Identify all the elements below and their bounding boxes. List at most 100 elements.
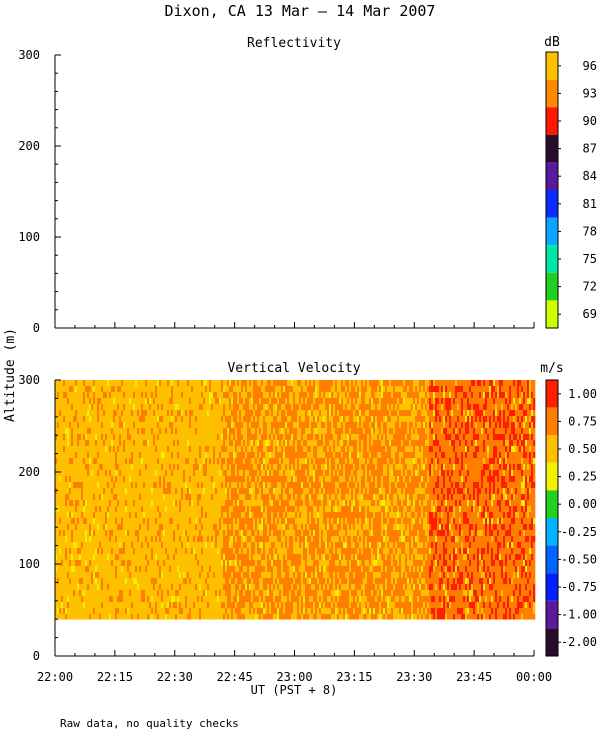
velocity-cell	[189, 590, 192, 597]
velocity-cell	[93, 518, 96, 525]
velocity-cell	[175, 566, 178, 573]
velocity-cell	[179, 482, 182, 489]
velocity-cell	[295, 464, 298, 471]
velocity-cell	[87, 554, 90, 561]
velocity-cell	[219, 398, 222, 405]
velocity-cell	[217, 602, 220, 609]
velocity-cell	[91, 464, 94, 471]
velocity-cell	[255, 524, 258, 531]
velocity-cell	[101, 524, 104, 531]
velocity-cell	[81, 500, 84, 507]
velocity-cell	[195, 464, 198, 471]
velocity-cell	[133, 416, 136, 423]
velocity-cell	[241, 428, 244, 435]
velocity-cell	[175, 506, 178, 513]
velocity-cell	[103, 590, 106, 597]
velocity-cell	[245, 554, 248, 561]
velocity-cell	[245, 500, 248, 507]
velocity-cell	[135, 572, 138, 579]
velocity-cell	[131, 572, 134, 579]
velocity-cell	[215, 512, 218, 519]
velocity-cell	[295, 608, 298, 615]
velocity-cell	[187, 410, 190, 417]
velocity-cell	[279, 440, 282, 447]
velocity-cell	[81, 578, 84, 585]
velocity-cell	[283, 530, 286, 537]
velocity-cell	[191, 560, 194, 567]
velocity-cell	[87, 518, 90, 525]
velocity-cell	[81, 470, 84, 477]
velocity-cell	[89, 452, 92, 459]
velocity-cell	[237, 452, 240, 459]
velocity-cell	[217, 422, 220, 429]
velocity-cell	[175, 518, 178, 525]
velocity-cell	[111, 602, 114, 609]
velocity-cell	[71, 542, 74, 549]
velocity-cell	[105, 536, 108, 543]
velocity-cell	[73, 560, 76, 567]
velocity-cell	[65, 476, 68, 483]
velocity-cell	[99, 410, 102, 417]
velocity-cell	[125, 422, 128, 429]
velocity-cell	[299, 506, 302, 513]
velocity-cell	[99, 434, 102, 441]
velocity-cell	[103, 608, 106, 615]
velocity-cell	[121, 584, 124, 591]
velocity-cell	[223, 416, 226, 423]
velocity-cell	[91, 452, 94, 459]
velocity-cell	[163, 542, 166, 549]
velocity-cell	[261, 572, 264, 579]
velocity-cell	[249, 470, 252, 477]
velocity-cell	[105, 602, 108, 609]
velocity-cell	[211, 548, 214, 555]
velocity-cell	[71, 416, 74, 423]
velocity-cell	[239, 566, 242, 573]
velocity-cell	[173, 422, 176, 429]
velocity-cell	[129, 596, 132, 603]
velocity-cell	[61, 506, 64, 513]
velocity-cell	[287, 590, 290, 597]
velocity-cell	[107, 596, 110, 603]
velocity-cell	[133, 476, 136, 483]
velocity-cell	[123, 590, 126, 597]
velocity-cell	[259, 458, 262, 465]
velocity-cell	[105, 608, 108, 615]
velocity-cell	[77, 614, 80, 620]
velocity-cell	[141, 386, 144, 393]
velocity-cell	[283, 392, 286, 399]
velocity-cell	[191, 398, 194, 405]
velocity-cell	[175, 392, 178, 399]
velocity-cell	[137, 566, 140, 573]
velocity-cell	[199, 584, 202, 591]
velocity-cell	[237, 614, 240, 620]
velocity-cell	[207, 440, 210, 447]
velocity-cell	[89, 476, 92, 483]
velocity-cell	[277, 530, 280, 537]
velocity-cell	[109, 494, 112, 501]
velocity-cell	[73, 542, 76, 549]
velocity-cell	[259, 572, 262, 579]
velocity-cell	[221, 506, 224, 513]
velocity-cell	[205, 494, 208, 501]
velocity-cell	[271, 554, 274, 561]
velocity-cell	[77, 470, 80, 477]
velocity-cell	[105, 428, 108, 435]
velocity-cell	[185, 524, 188, 531]
velocity-cell	[211, 386, 214, 393]
velocity-cell	[157, 470, 160, 477]
velocity-cell	[83, 404, 86, 411]
velocity-cell	[115, 452, 118, 459]
velocity-cell	[187, 386, 190, 393]
velocity-cell	[87, 380, 90, 387]
velocity-cell	[107, 380, 110, 387]
velocity-cell	[153, 416, 156, 423]
velocity-cell	[195, 470, 198, 477]
velocity-cell	[185, 572, 188, 579]
velocity-cell	[191, 416, 194, 423]
velocity-cell	[101, 584, 104, 591]
velocity-cell	[201, 530, 204, 537]
velocity-cell	[63, 398, 66, 405]
velocity-cell	[199, 458, 202, 465]
velocity-cell	[87, 440, 90, 447]
velocity-cell	[65, 416, 68, 423]
